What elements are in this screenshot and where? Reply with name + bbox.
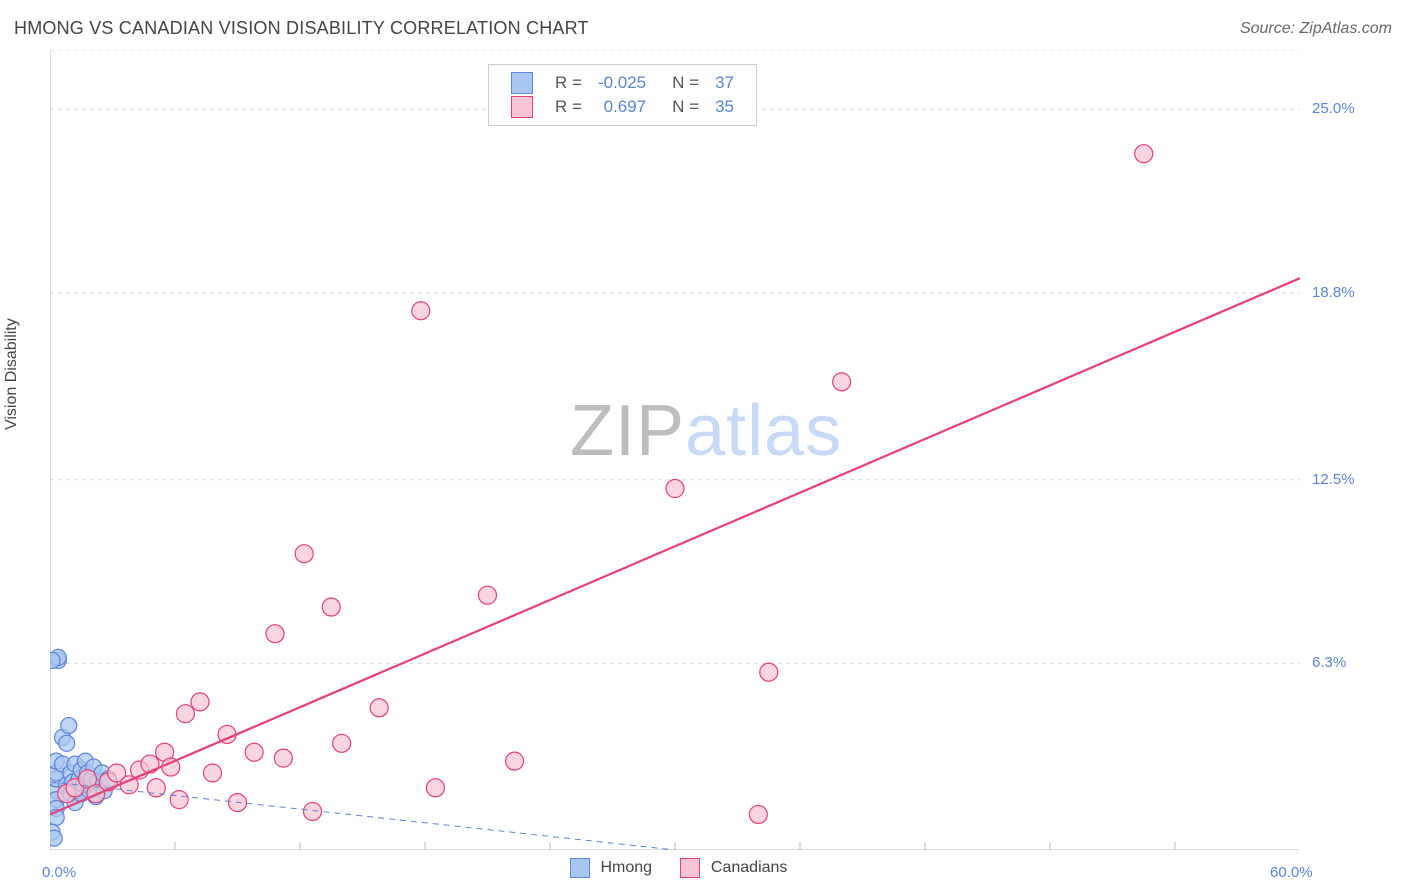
chart-title: HMONG VS CANADIAN VISION DISABILITY CORR… (14, 18, 589, 39)
data-point (191, 693, 209, 711)
data-point (266, 625, 284, 643)
scatter-plot-svg (50, 50, 1300, 850)
data-point (506, 752, 524, 770)
axis-tick-label: 18.8% (1312, 284, 1355, 301)
chart-source: Source: ZipAtlas.com (1240, 20, 1392, 38)
chart-plot-area: ZIPatlas R =-0.025 N =37 R =0.697 N =35 … (50, 50, 1300, 850)
y-axis-label: Vision Disability (3, 318, 21, 430)
correlation-legend: R =-0.025 N =37 R =0.697 N =35 (488, 64, 757, 126)
data-point (59, 735, 75, 751)
data-point (50, 652, 60, 668)
data-point (760, 663, 778, 681)
data-point (61, 718, 77, 734)
data-point (412, 302, 430, 320)
trend-line (50, 782, 675, 850)
data-point (170, 791, 188, 809)
data-point (749, 805, 767, 823)
data-point (479, 586, 497, 604)
data-point (50, 830, 62, 846)
data-point (295, 545, 313, 563)
data-point (426, 779, 444, 797)
data-point (370, 699, 388, 717)
trend-line (50, 278, 1300, 814)
legend-item: Canadians (680, 859, 787, 876)
correlation-table: R =-0.025 N =37 R =0.697 N =35 (503, 71, 742, 119)
series-legend: Hmong Canadians (570, 858, 811, 878)
axis-tick-label: 0.0% (42, 864, 76, 881)
data-point (322, 598, 340, 616)
axis-tick-label: 60.0% (1270, 864, 1313, 881)
data-point (333, 734, 351, 752)
chart-header: HMONG VS CANADIAN VISION DISABILITY CORR… (14, 18, 1392, 39)
data-point (833, 373, 851, 391)
data-point (274, 749, 292, 767)
data-point (176, 705, 194, 723)
legend-item: Hmong (570, 859, 656, 876)
axis-tick-label: 25.0% (1312, 100, 1355, 117)
data-point (245, 743, 263, 761)
axis-tick-label: 12.5% (1312, 471, 1355, 488)
axis-tick-label: 6.3% (1312, 654, 1346, 671)
data-point (204, 764, 222, 782)
data-point (1135, 145, 1153, 163)
data-point (304, 802, 322, 820)
data-point (666, 480, 684, 498)
